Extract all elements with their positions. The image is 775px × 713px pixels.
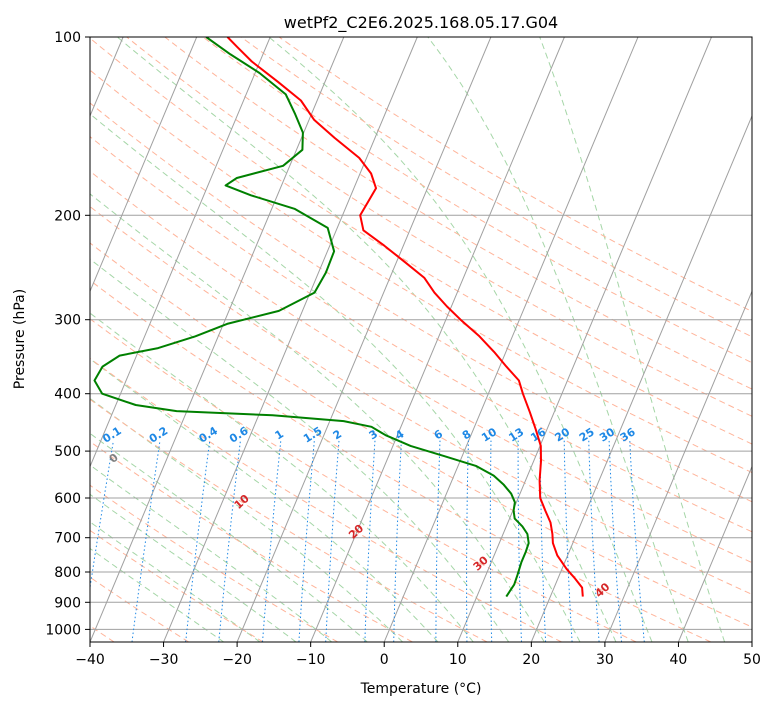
dry-adiabat-line xyxy=(12,37,775,642)
moist-adiabat-line xyxy=(0,37,296,642)
y-tick-label: 100 xyxy=(54,30,81,46)
isotherm-line xyxy=(237,37,491,642)
y-tick-label: 1000 xyxy=(45,622,81,638)
mixing-ratio-label: 0.4 xyxy=(197,424,221,446)
x-tick-label: 10 xyxy=(449,652,467,668)
dry-adiabat-line xyxy=(0,37,636,642)
mixing-ratio-label: 30 xyxy=(597,425,617,444)
mixing-ratio-label: 20 xyxy=(552,425,572,444)
mixing-ratio-line xyxy=(326,441,339,642)
mixing-ratio-label: 25 xyxy=(577,425,597,444)
dry-adiabat-line xyxy=(241,37,775,642)
y-tick-label: 900 xyxy=(54,595,81,611)
moist-adiabat-line xyxy=(0,37,224,642)
chart-title: wetPf2_C2E6.2025.168.05.17.G04 xyxy=(284,13,558,33)
y-tick-label: 500 xyxy=(54,444,81,460)
x-tick-label: −20 xyxy=(222,652,252,668)
dry-adiabat-line xyxy=(89,37,775,642)
isotherm-line xyxy=(605,37,775,642)
profiles xyxy=(95,37,583,597)
dry-adiabat-line xyxy=(0,37,338,642)
dry-adiabat-label: 0 xyxy=(107,451,122,466)
moist-adiabat-line xyxy=(117,37,616,642)
y-tick-label: 300 xyxy=(54,313,81,329)
background-lines xyxy=(0,37,775,642)
dry-adiabat-line xyxy=(0,37,711,642)
isotherm-line xyxy=(384,37,638,642)
dry-adiabat-line xyxy=(0,37,189,642)
mixing-ratio-label: 6 xyxy=(432,427,446,442)
x-tick-label: 50 xyxy=(743,652,761,668)
y-tick-label: 200 xyxy=(54,208,81,224)
profile-line-dewpoint xyxy=(95,37,529,597)
dry-adiabat-line xyxy=(0,37,263,642)
dry-adiabat-line xyxy=(279,37,775,642)
moist-adiabat-line xyxy=(0,37,332,642)
dry-adiabat-line xyxy=(0,37,562,642)
mixing-ratio-label: 2 xyxy=(331,427,344,442)
dry-adiabat-line xyxy=(165,37,775,642)
x-tick-label: 0 xyxy=(380,652,389,668)
mixing-ratio-line xyxy=(394,441,402,642)
dry-adiabat-label: 10 xyxy=(232,492,252,512)
dry-adiabat-line xyxy=(127,37,775,642)
mixing-ratio-line xyxy=(609,441,622,642)
isotherm-line xyxy=(458,37,712,642)
plot-frame xyxy=(90,37,752,642)
isotherm-line xyxy=(0,37,197,642)
x-tick-label: −10 xyxy=(296,652,326,668)
x-tick-label: −40 xyxy=(75,652,105,668)
y-tick-label: 400 xyxy=(54,387,81,403)
moist-adiabat-line xyxy=(540,37,725,642)
mixing-ratio-line xyxy=(490,441,491,642)
isotherm-line xyxy=(678,37,775,642)
dry-adiabat-line xyxy=(0,37,412,642)
x-tick-label: 30 xyxy=(596,652,614,668)
x-tick-label: 40 xyxy=(669,652,687,668)
dry-adiabat-line xyxy=(51,37,775,642)
mixing-ratio-label: 1 xyxy=(273,427,286,442)
mixing-ratio-line xyxy=(518,441,521,642)
dry-adiabat-label: -10 xyxy=(10,423,34,446)
moist-adiabat-line xyxy=(0,37,260,642)
dry-adiabat-label: 40 xyxy=(592,580,612,600)
y-tick-label: 600 xyxy=(54,491,81,507)
mixing-ratio-label: 0.1 xyxy=(100,424,123,445)
isotherm-line xyxy=(164,37,418,642)
mixing-ratio-label: 13 xyxy=(506,425,526,444)
moist-adiabat-line xyxy=(0,37,438,642)
moist-adiabat-line xyxy=(428,37,688,642)
x-axis-label: Temperature (°C) xyxy=(360,681,482,697)
y-tick-label: 700 xyxy=(54,531,81,547)
moist-adiabat-line xyxy=(2,37,580,642)
mixing-ratio-line xyxy=(630,441,645,642)
line-labels: 0.10.20.40.611.52346810131620253036-100-… xyxy=(0,42,638,600)
mixing-ratio-line xyxy=(219,441,241,642)
dry-adiabat-line xyxy=(0,37,775,642)
isotherm-line xyxy=(90,37,344,642)
isotherm-line xyxy=(531,37,775,642)
isotherm-line xyxy=(752,37,775,642)
moist-adiabat-line xyxy=(0,37,473,642)
dry-adiabat-line xyxy=(0,37,487,642)
x-tick-label: −30 xyxy=(149,652,179,668)
mixing-ratio-line xyxy=(467,441,469,642)
moist-adiabat-line xyxy=(269,37,652,642)
x-tick-label: 20 xyxy=(522,652,540,668)
mixing-ratio-line xyxy=(589,441,599,642)
isotherm-line xyxy=(16,37,270,642)
y-tick-label: 800 xyxy=(54,565,81,581)
y-axis-label: Pressure (hPa) xyxy=(12,289,28,389)
mixing-ratio-line xyxy=(299,441,314,642)
mixing-ratio-line xyxy=(263,441,281,642)
moist-adiabat-line xyxy=(0,37,544,642)
